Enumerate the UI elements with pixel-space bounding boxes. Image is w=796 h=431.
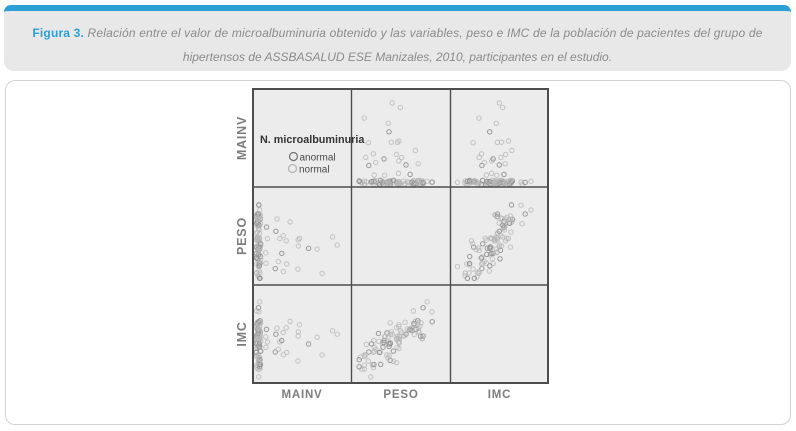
svg-text:MAINV: MAINV (235, 116, 249, 160)
svg-text:IMC: IMC (488, 389, 511, 401)
svg-text:PESO: PESO (235, 217, 249, 255)
svg-text:MAINV: MAINV (281, 389, 322, 401)
svg-text:N. microalbuminuria: N. microalbuminuria (260, 134, 365, 146)
svg-text:anormal: anormal (300, 153, 336, 164)
svg-text:IMC: IMC (235, 321, 249, 346)
svg-text:PESO: PESO (383, 389, 418, 401)
svg-text:normal: normal (299, 165, 330, 176)
